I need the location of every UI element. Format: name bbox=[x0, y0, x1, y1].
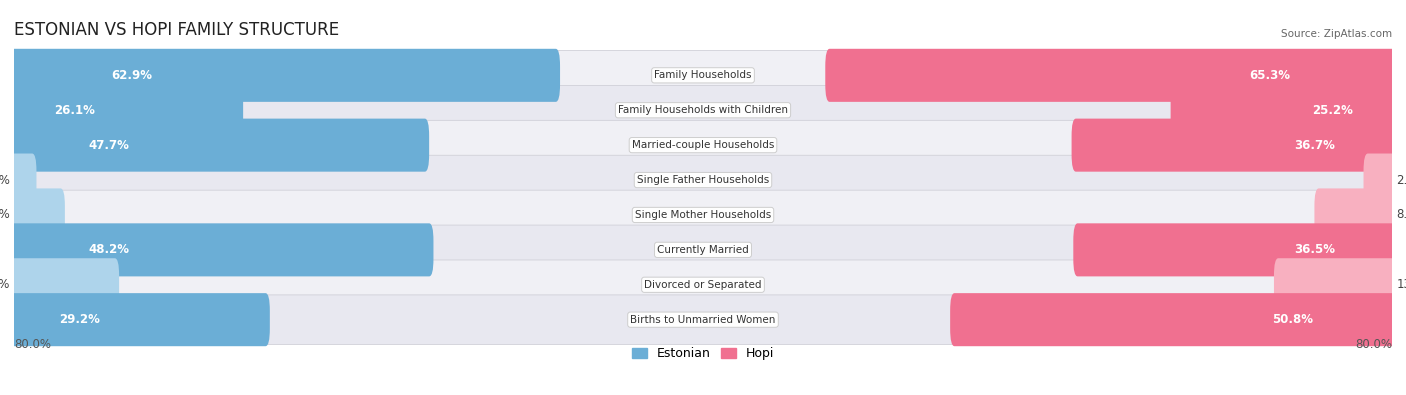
Text: 2.8%: 2.8% bbox=[1396, 173, 1406, 186]
FancyBboxPatch shape bbox=[14, 155, 1392, 205]
Text: 48.2%: 48.2% bbox=[89, 243, 129, 256]
FancyBboxPatch shape bbox=[14, 295, 1392, 344]
Text: 2.1%: 2.1% bbox=[0, 173, 10, 186]
Text: 65.3%: 65.3% bbox=[1250, 69, 1291, 82]
FancyBboxPatch shape bbox=[1315, 188, 1396, 241]
FancyBboxPatch shape bbox=[10, 154, 37, 207]
Text: 13.2%: 13.2% bbox=[1396, 278, 1406, 291]
Text: Married-couple Households: Married-couple Households bbox=[631, 140, 775, 150]
Text: 26.1%: 26.1% bbox=[55, 104, 96, 117]
Text: Source: ZipAtlas.com: Source: ZipAtlas.com bbox=[1281, 29, 1392, 39]
Text: Births to Unmarried Women: Births to Unmarried Women bbox=[630, 315, 776, 325]
FancyBboxPatch shape bbox=[14, 51, 1392, 100]
Text: 5.4%: 5.4% bbox=[0, 209, 10, 222]
FancyBboxPatch shape bbox=[1171, 84, 1396, 137]
Text: 11.7%: 11.7% bbox=[0, 278, 10, 291]
Text: Currently Married: Currently Married bbox=[657, 245, 749, 255]
FancyBboxPatch shape bbox=[10, 223, 433, 276]
Text: 80.0%: 80.0% bbox=[1355, 338, 1392, 351]
Text: 25.2%: 25.2% bbox=[1312, 104, 1353, 117]
Text: Divorced or Separated: Divorced or Separated bbox=[644, 280, 762, 290]
Text: ESTONIAN VS HOPI FAMILY STRUCTURE: ESTONIAN VS HOPI FAMILY STRUCTURE bbox=[14, 21, 339, 39]
FancyBboxPatch shape bbox=[1274, 258, 1396, 311]
Text: 47.7%: 47.7% bbox=[89, 139, 129, 152]
Text: Family Households: Family Households bbox=[654, 70, 752, 80]
FancyBboxPatch shape bbox=[10, 49, 560, 102]
Text: 36.5%: 36.5% bbox=[1295, 243, 1336, 256]
FancyBboxPatch shape bbox=[1364, 154, 1396, 207]
FancyBboxPatch shape bbox=[10, 293, 270, 346]
FancyBboxPatch shape bbox=[10, 84, 243, 137]
FancyBboxPatch shape bbox=[10, 188, 65, 241]
Legend: Estonian, Hopi: Estonian, Hopi bbox=[627, 342, 779, 365]
FancyBboxPatch shape bbox=[14, 85, 1392, 135]
Text: 62.9%: 62.9% bbox=[111, 69, 153, 82]
Text: Single Mother Households: Single Mother Households bbox=[636, 210, 770, 220]
FancyBboxPatch shape bbox=[10, 258, 120, 311]
FancyBboxPatch shape bbox=[1071, 118, 1396, 172]
Text: 80.0%: 80.0% bbox=[14, 338, 51, 351]
Text: Single Father Households: Single Father Households bbox=[637, 175, 769, 185]
Text: 8.5%: 8.5% bbox=[1396, 209, 1406, 222]
Text: 36.7%: 36.7% bbox=[1294, 139, 1336, 152]
Text: 50.8%: 50.8% bbox=[1272, 313, 1313, 326]
FancyBboxPatch shape bbox=[14, 225, 1392, 275]
FancyBboxPatch shape bbox=[14, 120, 1392, 170]
FancyBboxPatch shape bbox=[14, 190, 1392, 240]
Text: Family Households with Children: Family Households with Children bbox=[619, 105, 787, 115]
FancyBboxPatch shape bbox=[950, 293, 1396, 346]
FancyBboxPatch shape bbox=[1073, 223, 1396, 276]
Text: 29.2%: 29.2% bbox=[59, 313, 100, 326]
FancyBboxPatch shape bbox=[825, 49, 1396, 102]
FancyBboxPatch shape bbox=[10, 118, 429, 172]
FancyBboxPatch shape bbox=[14, 260, 1392, 310]
